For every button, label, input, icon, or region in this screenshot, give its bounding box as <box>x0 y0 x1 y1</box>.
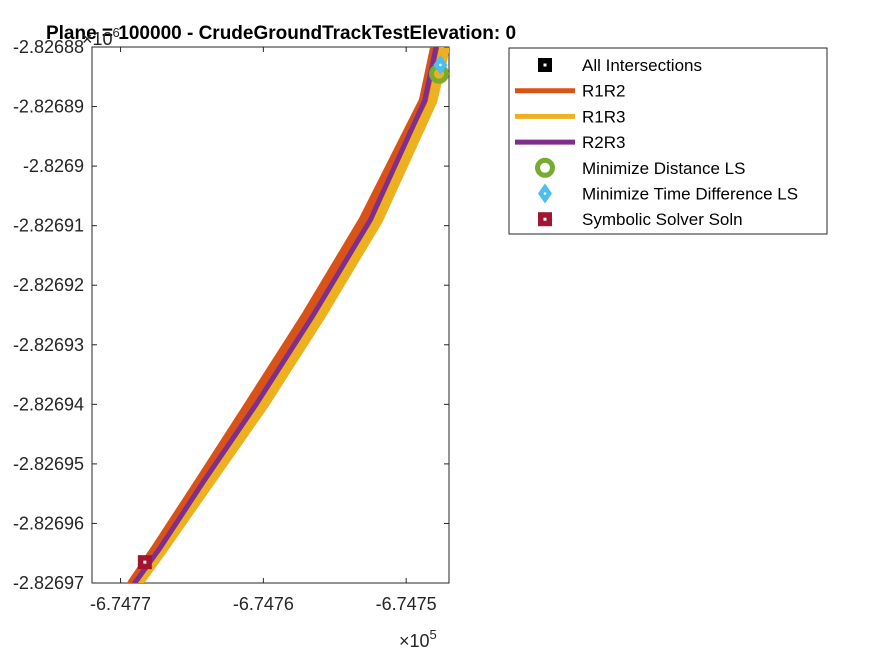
legend-item: Symbolic Solver Soln <box>538 210 743 229</box>
y-tick-label: -2.82697 <box>13 573 84 593</box>
y-tick-label: -2.82689 <box>13 97 84 117</box>
y-exponent-label: ×106 <box>82 25 120 49</box>
series-layer <box>127 47 449 583</box>
series-line-r1r3 <box>132 47 449 583</box>
y-tick-label: -2.82694 <box>13 394 84 414</box>
legend-label: Symbolic Solver Soln <box>582 210 743 229</box>
marker-symbolic-solver-soln-dot <box>143 560 147 564</box>
marker-layer <box>137 54 450 570</box>
legend-label: Minimize Distance LS <box>582 159 745 178</box>
legend-swatch <box>535 157 555 178</box>
legend-swatch-dot <box>543 63 547 67</box>
legend-label: All Intersections <box>582 56 702 75</box>
x-tick-label: -6.7475 <box>376 594 437 614</box>
y-exponent-times: ×10 <box>82 29 113 49</box>
x-tick-label: -6.7477 <box>90 594 151 614</box>
y-tick-label: -2.82695 <box>13 454 84 474</box>
legend-swatch-dot <box>543 217 547 221</box>
y-tick-label: -2.82688 <box>13 37 84 57</box>
marker-minimize-time-difference-ls-dot <box>439 63 442 67</box>
series-line-r2r3 <box>132 47 439 583</box>
legend-item: R2R3 <box>515 133 625 152</box>
legend: All Intersections R1R2 R1R3 R2R3 Minimize Di… <box>508 47 828 235</box>
y-tick-label: -2.8269 <box>23 156 84 176</box>
y-tick-label: -2.82693 <box>13 335 84 355</box>
y-tick-label: -2.82692 <box>13 275 84 295</box>
x-tick-label: -6.7476 <box>233 594 294 614</box>
legend-item: R1R2 <box>515 82 625 101</box>
chart-title: Plane = 100000 - CrudeGroundTrackTestEle… <box>46 23 516 44</box>
legend-label: R1R3 <box>582 107 625 126</box>
legend-item: Minimize Distance LS <box>535 157 745 178</box>
legend-label: R1R2 <box>582 82 625 101</box>
x-exponent-times: ×10 <box>399 631 430 651</box>
legend-item: All Intersections <box>538 56 702 75</box>
legend-item: Minimize Time Difference LS <box>538 183 798 204</box>
legend-item: R1R3 <box>515 107 625 126</box>
legend-label: R2R3 <box>582 133 625 152</box>
x-exponent-label: ×105 <box>399 627 437 651</box>
y-tick-label: -2.82691 <box>13 216 84 236</box>
tick-layer: -6.7477 -6.7476 -6.7475 -2.82697 -2.82696 -2.… <box>13 37 449 614</box>
legend-swatch-dot <box>543 192 547 195</box>
y-tick-label: -2.82696 <box>13 513 84 533</box>
y-exponent-power: 6 <box>113 25 120 40</box>
x-exponent-power: 5 <box>430 627 437 642</box>
legend-label: Minimize Time Difference LS <box>582 185 798 204</box>
plot-area <box>91 46 450 584</box>
